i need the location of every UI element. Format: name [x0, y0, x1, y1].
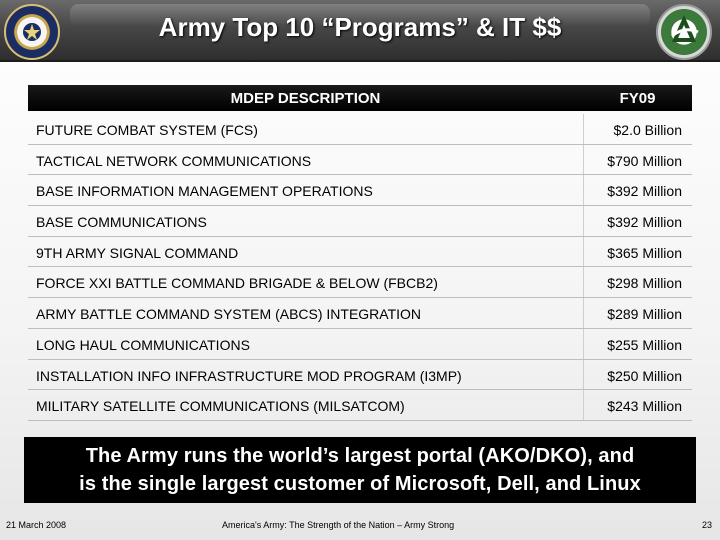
column-divider: [583, 328, 584, 359]
program-description: MILITARY SATELLITE COMMUNICATIONS (MILSA…: [36, 398, 405, 415]
program-description: BASE INFORMATION MANAGEMENT OPERATIONS: [36, 183, 373, 200]
program-amount: $255 Million: [607, 336, 682, 353]
program-description: 9TH ARMY SIGNAL COMMAND: [36, 244, 239, 261]
table-row: FUTURE COMBAT SYSTEM (FCS) $2.0 Billion: [28, 114, 692, 145]
table-row: FORCE XXI BATTLE COMMAND BRIGADE & BELOW…: [28, 267, 692, 299]
footer-date: 21 March 2008: [6, 520, 67, 530]
program-description: ARMY BATTLE COMMAND SYSTEM (ABCS) INTEGR…: [36, 306, 422, 323]
program-description: INSTALLATION INFO INFRASTRUCTURE MOD PRO…: [36, 367, 462, 384]
program-amount: $289 Million: [607, 306, 682, 323]
program-amount: $790 Million: [607, 152, 682, 169]
table-row: 9TH ARMY SIGNAL COMMAND $365 Million: [28, 236, 692, 268]
program-amount: $298 Million: [607, 275, 682, 292]
table-header-row: MDEP DESCRIPTION FY09: [28, 85, 692, 111]
column-divider: [583, 236, 584, 267]
programs-table: FUTURE COMBAT SYSTEM (FCS) $2.0 Billion T…: [28, 114, 692, 421]
table-row: LONG HAUL COMMUNICATIONS $255 Million: [28, 328, 692, 360]
program-description: BASE COMMUNICATIONS: [36, 214, 207, 231]
column-divider: [583, 359, 584, 390]
department-of-the-army-seal-icon: [4, 4, 60, 60]
program-amount: $2.0 Billion: [613, 122, 683, 138]
table-row: ARMY BATTLE COMMAND SYSTEM (ABCS) INTEGR…: [28, 298, 692, 329]
column-divider: [583, 298, 584, 328]
column-divider: [583, 390, 584, 420]
column-divider: [583, 114, 584, 144]
slide-header: Army Top 10 “Programs” & IT $$: [0, 0, 720, 62]
page-number: 23: [701, 520, 712, 530]
header-gloss: [70, 4, 650, 26]
column-divider: [583, 175, 584, 206]
table-row: TACTICAL NETWORK COMMUNICATIONS $790 Mill…: [28, 144, 692, 176]
program-amount: $250 Million: [607, 367, 682, 384]
program-amount: $365 Million: [607, 244, 682, 261]
program-amount: $243 Million: [607, 398, 682, 415]
table-row: MILITARY SATELLITE COMMUNICATIONS (MILSA…: [28, 390, 692, 421]
column-divider: [583, 206, 584, 236]
program-amount: $392 Million: [607, 183, 682, 200]
program-description: LONG HAUL COMMUNICATIONS: [36, 336, 250, 353]
program-amount: $392 Million: [607, 214, 682, 231]
column-header-fy09: FY09: [619, 90, 656, 107]
column-divider: [583, 144, 584, 175]
slide-title: Army Top 10 “Programs” & IT $$: [158, 12, 562, 42]
table-row: INSTALLATION INFO INFRASTRUCTURE MOD PRO…: [28, 359, 692, 391]
program-description: FORCE XXI BATTLE COMMAND BRIGADE & BELOW…: [36, 275, 438, 292]
program-description: TACTICAL NETWORK COMMUNICATIONS: [36, 152, 312, 169]
footer-tagline: America's Army: The Strength of the Nati…: [222, 520, 455, 530]
banner-line-2: is the single largest customer of Micros…: [79, 473, 641, 495]
summary-banner: The Army runs the world’s largest portal…: [24, 437, 696, 503]
banner-line-1: The Army runs the world’s largest portal…: [85, 445, 635, 467]
column-divider: [583, 267, 584, 298]
column-header-mdep-description: MDEP DESCRIPTION: [230, 90, 381, 107]
table-row: BASE COMMUNICATIONS $392 Million: [28, 206, 692, 237]
table-row: BASE INFORMATION MANAGEMENT OPERATIONS $3…: [28, 175, 692, 207]
program-description: FUTURE COMBAT SYSTEM (FCS): [36, 122, 258, 138]
army-information-office-logo-icon: [656, 4, 712, 60]
